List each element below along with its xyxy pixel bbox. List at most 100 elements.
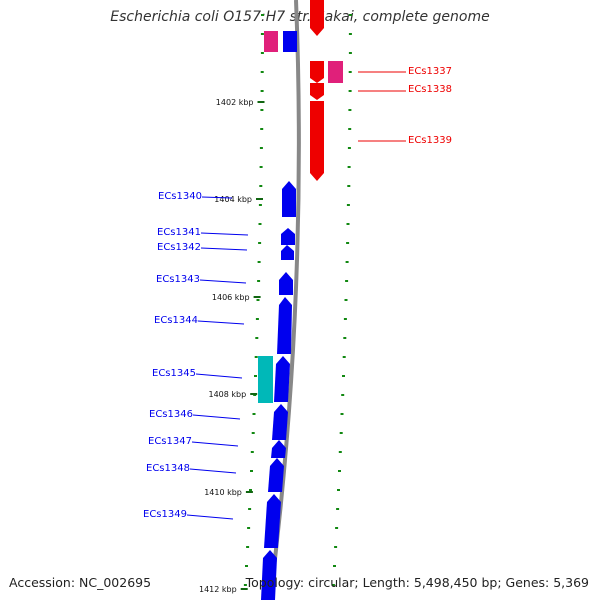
forward-gene-ecs1340[interactable]: [282, 181, 296, 217]
outer-tick-mark: [342, 356, 346, 358]
feature-labels: 1402 kbp 1404 kbp 1406 kbp 1408 kbp 1410 kbp…: [143, 66, 452, 594]
outer-tick-mark: [348, 71, 352, 73]
inner-tick-mark: [257, 280, 261, 282]
inner-tick-mark: [250, 470, 253, 472]
inner-tick-mark: [249, 489, 252, 491]
genome-summary-text: Topology: circular; Length: 5,498,450 bp…: [245, 575, 589, 590]
inner-tick-mark: [260, 33, 264, 35]
inner-tick-mark: [260, 128, 264, 130]
kbp-tick-mark: [256, 198, 263, 200]
kbp-tick-mark: [245, 491, 253, 493]
forward-gene-label: ECs1341: [157, 227, 201, 238]
outer-tick-mark: [339, 432, 343, 434]
inner-tick-mark: [260, 109, 264, 111]
inner-tick-mark: [260, 52, 264, 54]
inner-tick-mark: [243, 584, 247, 586]
outer-tick-mark: [345, 280, 349, 282]
forward-gene-label: ECs1348: [146, 463, 190, 474]
inner-tick-mark: [261, 14, 264, 16]
outer-tick-mark: [348, 52, 352, 54]
inner-tick-mark: [254, 356, 258, 358]
forward-gene-label: ECs1347: [148, 436, 192, 447]
tick-marks: [243, 14, 352, 586]
kbp-tick-mark: [250, 393, 258, 395]
reverse-rna-feature-ecs1337[interactable]: [328, 61, 343, 83]
outer-tick-mark: [346, 223, 350, 225]
forward-gene-top[interactable]: [283, 31, 297, 52]
inner-tick-mark: [260, 90, 264, 92]
outer-tick-mark: [340, 413, 344, 415]
forward-gene-leader-line: [200, 232, 249, 236]
reverse-gene-ecs1338[interactable]: [310, 83, 324, 100]
inner-tick-mark: [255, 337, 259, 339]
outer-tick-mark: [333, 565, 336, 567]
forward-gene-ecs1342[interactable]: [281, 245, 294, 260]
reverse-gene-ecs1337[interactable]: [310, 61, 324, 83]
forward-gene-ecs1343[interactable]: [279, 272, 293, 295]
kbp-tick-mark: [240, 588, 248, 590]
inner-tick-mark: [250, 451, 254, 453]
kbp-position-label: 1404 kbp: [214, 195, 252, 204]
kbp-position-label: 1412 kbp: [199, 585, 237, 594]
forward-gene-ecs1346[interactable]: [272, 404, 288, 440]
forward-gene-label: ECs1349: [143, 509, 187, 520]
reverse-gene-ecs1339[interactable]: [310, 101, 324, 181]
outer-tick-mark: [343, 318, 347, 320]
forward-gene-label: ECs1340: [158, 191, 202, 202]
outer-tick-mark: [338, 470, 341, 472]
outer-tick-mark: [338, 451, 342, 453]
outer-tick-mark: [342, 375, 345, 377]
reverse-gene-label: ECs1339: [408, 135, 452, 146]
outer-tick-mark: [344, 299, 348, 301]
forward-gene-ecs1341[interactable]: [281, 228, 295, 245]
outer-tick-mark: [347, 166, 351, 168]
outer-tick-mark: [345, 261, 349, 263]
inner-tick-mark: [259, 166, 263, 168]
forward-gene-leader-line: [191, 441, 239, 447]
kbp-position-label: 1406 kbp: [212, 293, 250, 302]
forward-gene-leader-line: [189, 468, 237, 474]
gene-features: [258, 0, 343, 600]
inner-tick-mark: [258, 223, 262, 225]
outer-tick-mark: [331, 584, 335, 586]
inner-tick-mark: [252, 413, 256, 415]
outer-tick-mark: [346, 242, 350, 244]
accession-text: Accession: NC_002695: [9, 575, 152, 590]
forward-gene-bottom[interactable]: [261, 550, 277, 600]
kbp-tick-mark: [257, 101, 265, 103]
inner-tick-mark: [254, 375, 257, 377]
inner-tick-mark: [258, 204, 262, 206]
outer-tick-mark: [349, 14, 352, 16]
reverse-gene-top[interactable]: [310, 0, 324, 36]
inner-tick-mark: [255, 318, 259, 320]
forward-gene-leader-line: [201, 196, 233, 199]
outer-tick-mark: [337, 489, 340, 491]
outer-tick-mark: [336, 508, 340, 510]
outer-tick-mark: [346, 204, 350, 206]
forward-gene-ecs1348[interactable]: [268, 458, 284, 492]
forward-gene-ecs1349[interactable]: [264, 494, 281, 548]
forward-gene-leader-line: [200, 247, 248, 251]
inner-tick-mark: [260, 71, 264, 73]
forward-gene-ecs1347[interactable]: [271, 440, 286, 458]
forward-gene-leader-line: [195, 373, 243, 379]
inner-tick-mark: [246, 546, 250, 548]
forward-gene-ecs1345[interactable]: [274, 356, 290, 402]
forward-gene-label: ECs1344: [154, 315, 198, 326]
inner-tick-mark: [251, 432, 255, 434]
forward-gene-label: ECs1346: [149, 409, 193, 420]
outer-tick-mark: [348, 128, 352, 130]
reverse-gene-label: ECs1337: [408, 66, 452, 77]
reverse-rna-feature-top[interactable]: [264, 31, 278, 52]
outer-tick-mark: [341, 394, 345, 396]
forward-gene-leader-line: [192, 414, 241, 420]
forward-gene-label: ECs1345: [152, 368, 196, 379]
forward-rna-feature-ecs1345[interactable]: [258, 356, 273, 403]
kbp-tick-mark: [253, 296, 261, 298]
forward-gene-leader-line: [199, 279, 247, 284]
forward-gene-ecs1344[interactable]: [277, 297, 292, 354]
kbp-position-label: 1408 kbp: [208, 390, 246, 399]
outer-tick-mark: [348, 109, 352, 111]
